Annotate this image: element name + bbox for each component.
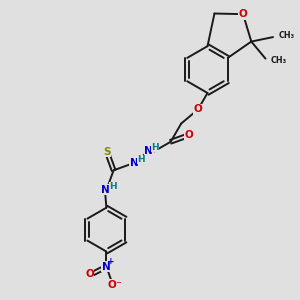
Text: N: N xyxy=(130,158,139,168)
Text: N: N xyxy=(102,262,111,272)
Text: O: O xyxy=(85,269,94,279)
Text: ⁻: ⁻ xyxy=(115,280,121,290)
Text: CH₃: CH₃ xyxy=(271,56,287,64)
Text: N: N xyxy=(100,184,109,194)
Text: O: O xyxy=(194,104,202,114)
Text: S: S xyxy=(103,147,110,157)
Text: CH₃: CH₃ xyxy=(278,31,294,40)
Text: O: O xyxy=(107,280,116,290)
Text: H: H xyxy=(151,143,159,152)
Text: O: O xyxy=(184,130,193,140)
Text: N: N xyxy=(144,146,153,156)
Text: +: + xyxy=(107,257,114,266)
Text: H: H xyxy=(137,155,144,164)
Text: O: O xyxy=(239,9,248,19)
Text: H: H xyxy=(109,182,117,191)
